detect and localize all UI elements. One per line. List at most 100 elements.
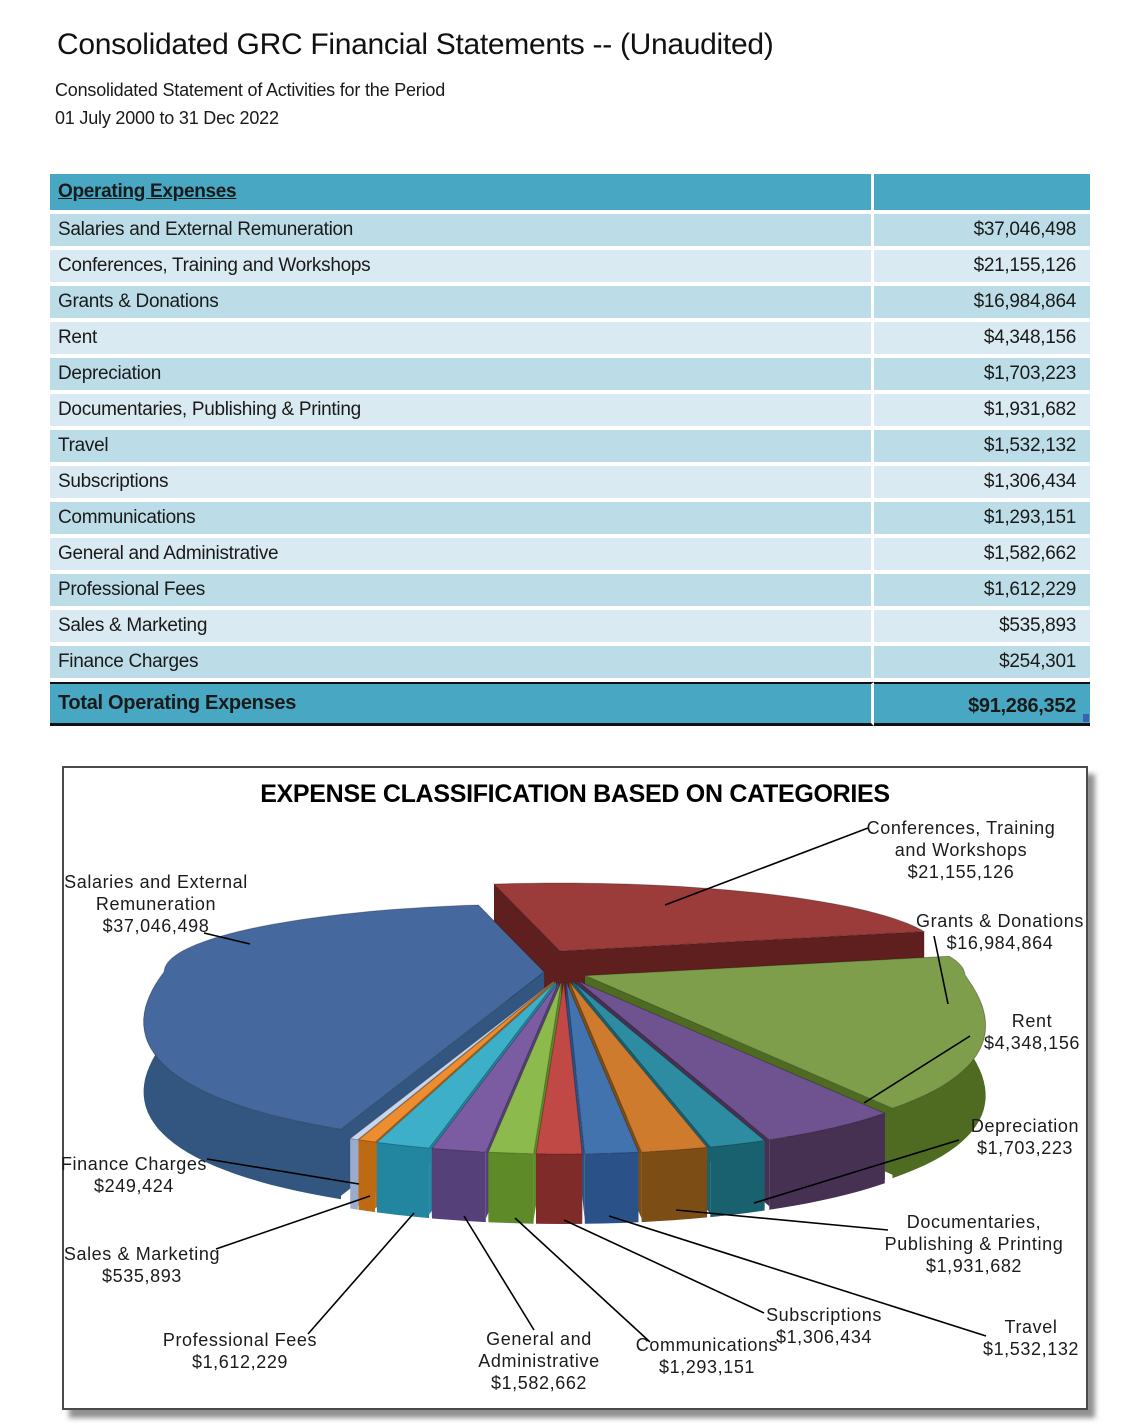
leader-line-conferences	[664, 827, 869, 906]
table-header-row: Operating Expenses	[50, 174, 1090, 210]
slice-label-documentaries: Documentaries, Publishing & Printing $1,93…	[884, 1212, 1064, 1276]
expense-row: Documentaries, Publishing & Printing $1,9…	[50, 394, 1090, 426]
expense-amount: $16,984,864	[874, 286, 1090, 318]
pie-wall-finance	[350, 1138, 358, 1210]
expense-row: Subscriptions $1,306,434	[50, 466, 1090, 498]
expense-amount: $37,046,498	[874, 214, 1090, 246]
expense-label: Sales & Marketing	[50, 610, 874, 642]
pie-wall-rent	[769, 1113, 885, 1210]
total-row: Total Operating Expenses $91,286,352	[50, 682, 1090, 726]
expense-amount: $254,301	[874, 646, 1090, 678]
expense-amount: $1,931,682	[874, 394, 1090, 426]
pie-slice-general	[430, 981, 560, 1153]
slice-label-professional: Professional Fees $1,612,229	[162, 1330, 318, 1372]
expense-label: Professional Fees	[50, 574, 874, 606]
slice-label-rent: Rent $4,348,156	[983, 1011, 1081, 1053]
pie-wall-subscriptions	[536, 1153, 583, 1224]
leader-line-documentaries	[675, 1209, 889, 1231]
pie-wall-sales	[358, 1139, 376, 1213]
leader-line-sales	[215, 1195, 371, 1250]
slice-label-depreciation: Depreciation $1,703,223	[970, 1116, 1080, 1158]
expense-label: Documentaries, Publishing & Printing	[50, 394, 874, 426]
pie-slice-rent	[577, 980, 887, 1141]
pie-slice-grants	[584, 955, 987, 1109]
leader-line-grants	[933, 935, 949, 1005]
pie-chart-canvas	[143, 827, 987, 1343]
leader-line-travel	[608, 1215, 987, 1337]
expense-amount: $4,348,156	[874, 322, 1090, 354]
leader-line-subscriptions	[563, 1219, 765, 1314]
expense-label: Travel	[50, 430, 874, 462]
leader-line-depreciation	[753, 1139, 960, 1204]
slice-label-conferences: Conferences, Training and Workshops $21,15…	[866, 818, 1056, 882]
expense-amount: $1,612,229	[874, 574, 1090, 606]
expense-row: Depreciation $1,703,223	[50, 358, 1090, 390]
pie-slice-documentaries	[569, 981, 709, 1153]
corner-artifact-mark	[1083, 714, 1089, 722]
slice-label-sales: Sales & Marketing $535,893	[63, 1244, 221, 1286]
expense-amount: $1,532,132	[874, 430, 1090, 462]
expense-amount: $1,293,151	[874, 502, 1090, 534]
expense-amount: $1,703,223	[874, 358, 1090, 390]
page-subtitle-line1: Consolidated Statement of Activities for…	[55, 80, 446, 100]
expense-row: General and Administrative $1,582,662	[50, 538, 1090, 570]
leader-line-salaries	[203, 932, 251, 945]
pie-wall-communications	[488, 1152, 534, 1224]
pie-slice-salaries	[143, 904, 545, 1130]
pie-slice-sales	[357, 981, 555, 1143]
pie-wall-grants	[892, 975, 986, 1179]
total-amount: $91,286,352	[874, 682, 1090, 726]
slice-label-subscriptions: Subscriptions $1,306,434	[766, 1305, 882, 1347]
expense-label: Conferences, Training and Workshops	[50, 250, 874, 282]
expense-row: Conferences, Training and Workshops $21,1…	[50, 250, 1090, 282]
table-header-label: Operating Expenses	[50, 174, 874, 210]
pie-wall-travel	[584, 1152, 639, 1224]
expense-row: Finance Charges $254,301	[50, 646, 1090, 678]
page-subtitle-line2: 01 July 2000 to 31 Dec 2022	[55, 108, 279, 128]
expense-amount: $1,306,434	[874, 466, 1090, 498]
leader-line-finance	[206, 1158, 360, 1185]
slice-label-finance: Finance Charges $249,424	[60, 1154, 208, 1196]
expense-row: Grants & Donations $16,984,864	[50, 286, 1090, 318]
expense-row: Professional Fees $1,612,229	[50, 574, 1090, 606]
expense-label: Finance Charges	[50, 646, 874, 678]
pie-slice-conferences	[492, 882, 926, 952]
pie-slice-finance	[349, 980, 554, 1141]
pie-wall-documentaries	[641, 1147, 708, 1223]
slice-label-general: General and Administrative $1,582,662	[478, 1329, 600, 1393]
pie-wall-professional	[376, 1142, 430, 1219]
slice-label-travel: Travel $1,532,132	[982, 1317, 1080, 1359]
expense-label: Depreciation	[50, 358, 874, 390]
expense-row: Communications $1,293,151	[50, 502, 1090, 534]
table-header-amount-cell	[874, 174, 1090, 210]
pie-wall-depreciation	[710, 1140, 765, 1218]
pie-slice-professional	[375, 981, 557, 1149]
chart-title: EXPENSE CLASSIFICATION BASED ON CATEGORI…	[260, 780, 890, 808]
slice-label-communications: Communications $1,293,151	[635, 1335, 779, 1377]
total-label: Total Operating Expenses	[50, 682, 874, 726]
expense-amount: $1,582,662	[874, 538, 1090, 570]
expense-label: Communications	[50, 502, 874, 534]
expense-row: Salaries and External Remuneration $37,04…	[50, 214, 1090, 246]
leader-line-communications	[514, 1217, 651, 1343]
leader-line-general	[463, 1215, 535, 1331]
expense-row: Rent $4,348,156	[50, 322, 1090, 354]
expense-chart-panel: EXPENSE CLASSIFICATION BASED ON CATEGORI…	[61, 766, 1088, 1410]
page-title: Consolidated GRC Financial Statements --…	[57, 28, 774, 61]
slice-label-salaries: Salaries and External Remuneration $37,046…	[64, 872, 248, 936]
expense-label: General and Administrative	[50, 538, 874, 570]
pie-slice-communications	[487, 981, 562, 1155]
slice-label-grants: Grants & Donations $16,984,864	[916, 911, 1084, 953]
pie-slice-depreciation	[572, 981, 766, 1148]
pie-slice-subscriptions	[535, 981, 583, 1155]
operating-expenses-table: Operating Expenses Salaries and External…	[50, 170, 1090, 730]
leader-line-rent	[863, 1035, 971, 1104]
pie-wall-general	[431, 1148, 486, 1223]
expense-amount: $535,893	[874, 610, 1090, 642]
expense-label: Rent	[50, 322, 874, 354]
leader-line-professional	[307, 1212, 415, 1335]
expense-row: Travel $1,532,132	[50, 430, 1090, 462]
expense-label: Salaries and External Remuneration	[50, 214, 874, 246]
pie-slice-travel	[565, 981, 640, 1155]
pie-wall-salaries	[143, 971, 341, 1200]
